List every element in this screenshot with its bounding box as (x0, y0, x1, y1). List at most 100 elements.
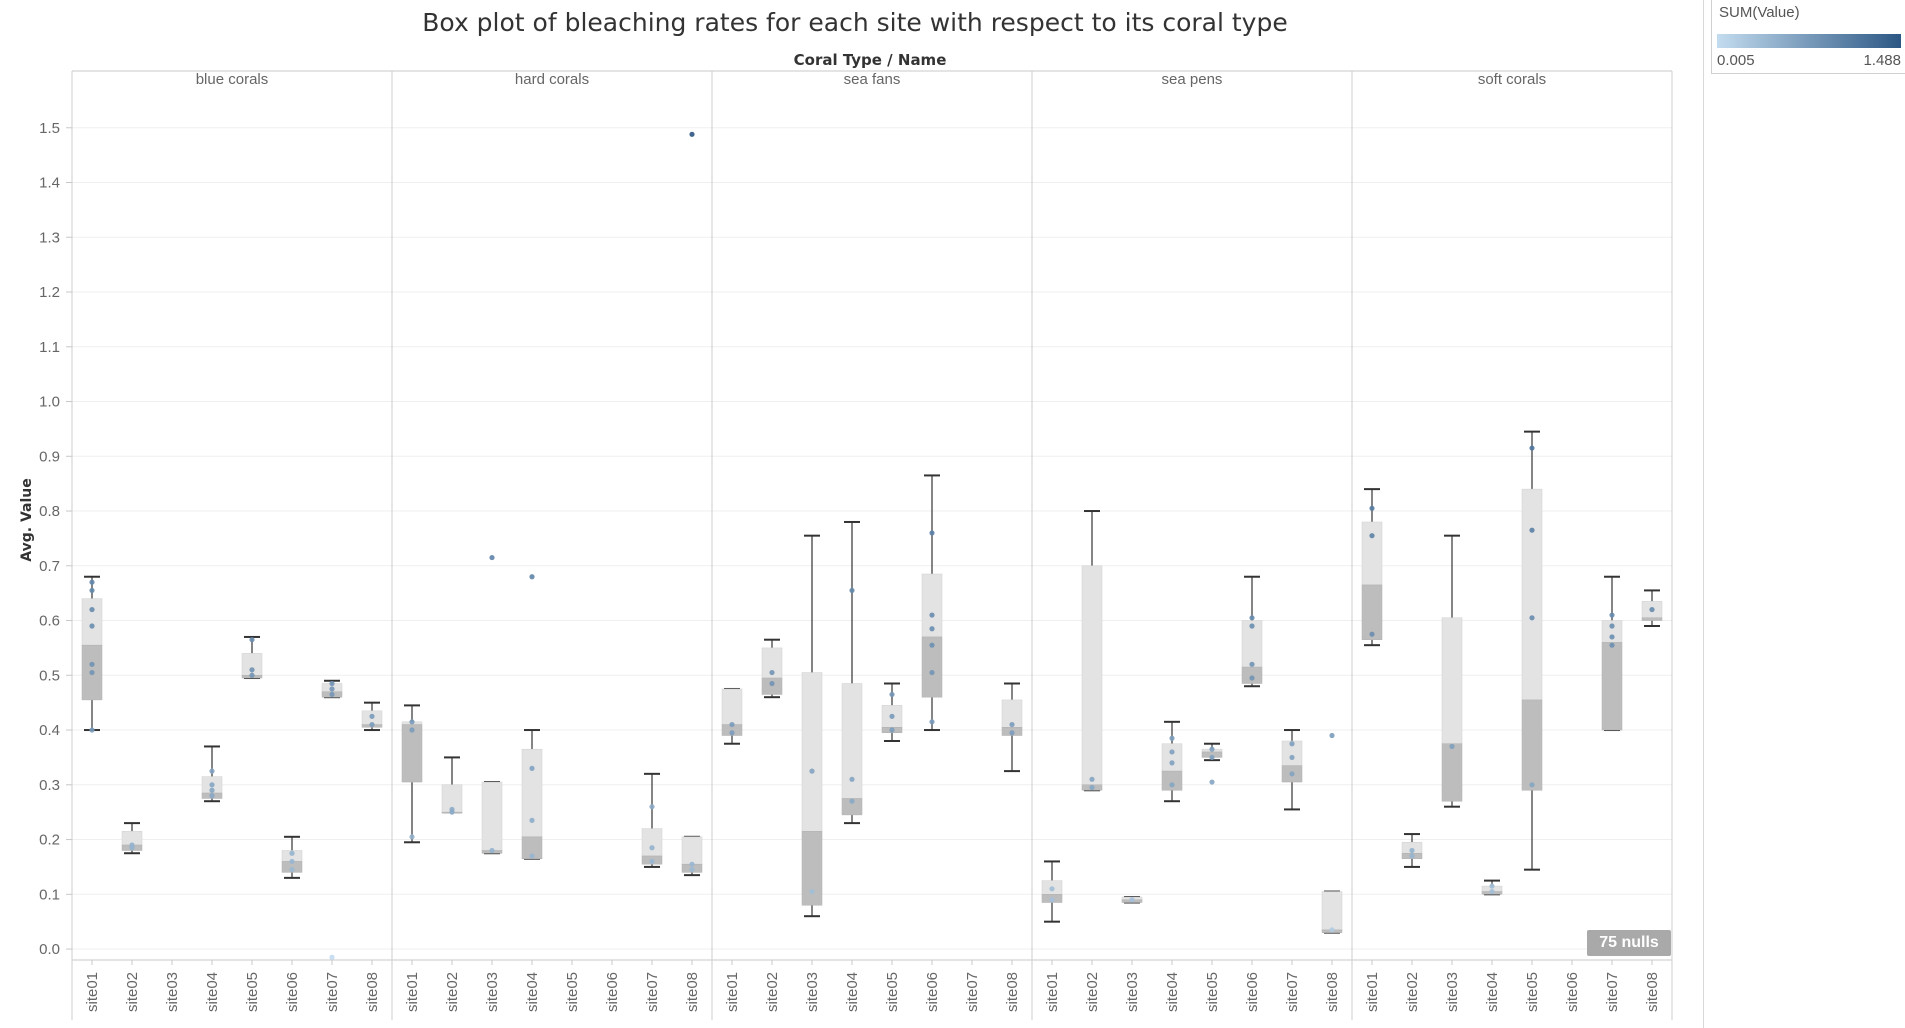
box-upper-half (801, 672, 823, 832)
data-point (409, 727, 415, 733)
data-point (1169, 735, 1175, 741)
data-point (369, 721, 375, 728)
data-point (409, 719, 415, 725)
data-point (929, 612, 935, 618)
data-point (209, 793, 215, 799)
data-point (889, 727, 895, 733)
data-point (1649, 606, 1655, 613)
color-legend[interactable]: SUM(Value) 0.005 1.488 (1711, 0, 1905, 74)
data-point (489, 554, 495, 561)
data-point (329, 686, 335, 692)
x-tick-label: site04 (1164, 972, 1181, 1012)
x-tick-label: site07 (644, 972, 661, 1012)
y-tick-label: 0.6 (39, 613, 60, 630)
data-point (929, 530, 935, 536)
box-lower-half (521, 836, 543, 859)
data-point (1289, 771, 1295, 777)
data-point (89, 579, 95, 585)
y-tick-label: 0.7 (39, 558, 60, 575)
x-tick-label: site07 (324, 972, 341, 1012)
y-tick-label: 0.4 (39, 722, 60, 739)
x-tick-label: site01 (1044, 972, 1061, 1012)
y-tick-label: 1.3 (39, 229, 60, 246)
data-point (1609, 612, 1615, 618)
y-tick-label: 0.9 (39, 448, 60, 465)
data-point (769, 669, 775, 676)
x-tick-label: site08 (1644, 972, 1661, 1012)
data-point (889, 691, 895, 698)
data-point (1529, 527, 1535, 533)
data-point (289, 867, 295, 873)
data-point (89, 587, 95, 594)
y-tick-label: 0.8 (39, 503, 60, 520)
data-point (689, 867, 695, 873)
y-tick-label: 0.1 (39, 886, 60, 903)
x-tick-label: site02 (444, 972, 461, 1012)
data-point (849, 776, 855, 782)
data-point (1129, 897, 1135, 903)
data-point (1609, 634, 1615, 640)
data-point (1209, 754, 1215, 761)
data-point (289, 850, 295, 856)
legend-min-label: 0.005 (1717, 52, 1755, 69)
data-point (289, 858, 295, 865)
data-point (1209, 746, 1215, 752)
data-point (89, 661, 95, 667)
x-tick-label: site06 (1244, 972, 1261, 1012)
legend-title: SUM(Value) (1719, 4, 1800, 21)
data-point (1209, 779, 1215, 785)
data-point (809, 888, 815, 895)
nulls-badge[interactable]: 75 nulls (1587, 930, 1671, 956)
x-tick-label: site01 (84, 972, 101, 1012)
data-point (329, 680, 335, 687)
data-point (1409, 853, 1415, 859)
data-point (1409, 847, 1415, 854)
data-point (849, 798, 855, 804)
x-tick-label: site02 (1084, 972, 1101, 1012)
data-point (449, 806, 455, 813)
box-upper-half (521, 748, 543, 838)
panel-header-label: sea fans (844, 71, 901, 88)
x-tick-label: site05 (244, 972, 261, 1012)
data-point (929, 719, 935, 725)
data-point (1049, 886, 1055, 892)
y-tick-label: 1.5 (39, 120, 60, 137)
data-point (249, 637, 255, 643)
box-plot-area[interactable]: 0.0 0.1 0.2 0.3 0.4 0.5 0.6 0.7 0.8 0.9 1.0 1.1 1.2 1… (0, 0, 1700, 1028)
x-tick-label: site03 (1444, 972, 1461, 1012)
box-upper-half (1081, 565, 1103, 786)
x-tick-label: site05 (884, 972, 901, 1012)
data-point (89, 669, 95, 676)
x-tick-label: site06 (604, 972, 621, 1012)
legend-max-label: 1.488 (1863, 52, 1901, 69)
box-upper-half (641, 828, 663, 857)
y-tick-label: 1.1 (39, 339, 60, 356)
x-tick-label: site02 (1404, 972, 1421, 1012)
box-lower-half (401, 724, 423, 783)
box-upper-half (1321, 891, 1343, 931)
x-tick-label: site08 (1004, 972, 1021, 1012)
data-point (129, 842, 135, 848)
box-lower-half (1521, 699, 1543, 791)
x-tick-label: site04 (204, 972, 221, 1012)
data-point (1249, 615, 1255, 621)
x-tick-label: site07 (1604, 972, 1621, 1012)
box-upper-half (681, 836, 703, 865)
x-tick-label: site05 (1204, 972, 1221, 1012)
data-point (1489, 883, 1495, 889)
data-point (809, 768, 815, 774)
data-point (209, 768, 215, 774)
box-lower-half (1361, 584, 1383, 640)
box-upper-half (81, 598, 103, 646)
data-point (529, 817, 535, 823)
data-point (249, 672, 255, 678)
box-upper-half (1161, 743, 1183, 772)
data-point (649, 858, 655, 865)
x-tick-label: site08 (364, 972, 381, 1012)
data-point (329, 954, 335, 960)
x-tick-label: site07 (964, 972, 981, 1012)
data-point (209, 787, 215, 793)
data-point (1609, 642, 1615, 648)
x-tick-label: site04 (844, 972, 861, 1012)
x-tick-label: site03 (164, 972, 181, 1012)
